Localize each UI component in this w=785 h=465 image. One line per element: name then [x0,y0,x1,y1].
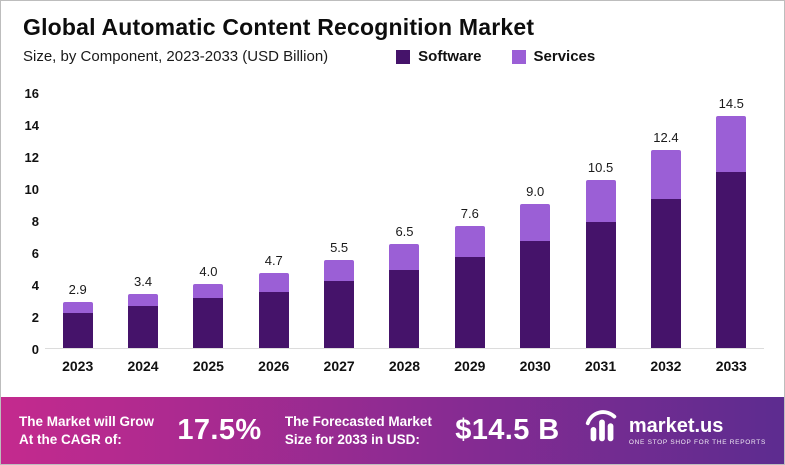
subtitle: Size, by Component, 2023-2033 (USD Billi… [23,48,329,65]
subtitle-row: Size, by Component, 2023-2033 (USD Billi… [23,48,760,65]
bar-total-label-2030: 9.0 [526,184,545,200]
chart-area: 0 2 4 6 8 10 12 14 16 2.9 3.4 4.0 4.7 5.5 6.5 7.6 9.0 10… [1,65,784,397]
page-title: Global Automatic Content Recognition Mar… [23,14,535,40]
x-label-2025: 2025 [192,358,224,374]
legend-label: Software [418,48,482,65]
cagr-label-line1: The Market will Grow [19,413,155,429]
brand-text: market.us ONE STOP SHOP FOR THE REPORTS [629,416,766,446]
legend-item-services: Services [511,48,596,65]
bar-total-label-2032: 12.4 [653,129,679,145]
bar-total-label-2023: 2.9 [68,281,87,297]
y-tick-4: 4 [31,278,39,293]
x-label-2027: 2027 [323,358,355,374]
legend-swatch-services [511,49,526,64]
bar-segment-services-2026 [258,272,289,292]
bars-row: 2.9 3.4 4.0 4.7 5.5 6.5 7.6 9.0 10.5 12.4 14.5 [45,93,764,349]
x-label-2023: 2023 [62,358,94,374]
bar-total-label-2025: 4.0 [199,264,218,280]
bar-segment-services-2029 [454,226,485,257]
bar-total-label-2031: 10.5 [587,160,614,176]
bar-segment-software-2032 [650,199,681,348]
bar-segment-services-2024 [128,293,159,307]
bar-column-2027: 5.5 [306,93,371,348]
bar-column-2025: 4.0 [176,93,241,348]
x-label-2030: 2030 [519,358,551,374]
legend: Software Services [396,48,595,65]
marketus-brand: market.us ONE STOP SHOP FOR THE REPORTS [583,409,766,452]
x-label-2028: 2028 [388,358,421,374]
forecast-label-line1: The Forecasted Market [284,413,432,429]
bar-total-label-2028: 6.5 [395,224,414,240]
y-tick-10: 10 [24,182,39,197]
legend-item-software: Software [396,48,482,65]
header: Global Automatic Content Recognition Mar… [1,1,784,65]
forecast-value: $14.5 B [455,414,560,446]
bar-segment-services-2032 [650,149,681,200]
x-label-2031: 2031 [584,358,617,374]
bar-column-2023: 2.9 [45,93,110,348]
bar-segment-software-2031 [585,221,616,348]
bar-column-2030: 9.0 [503,93,568,348]
bar-segment-software-2030 [520,240,551,348]
bar-segment-software-2024 [128,306,159,348]
bar-column-2024: 3.4 [110,93,175,348]
bar-segment-software-2025 [193,298,224,348]
x-label-2024: 2024 [127,358,159,374]
legend-label: Services [533,48,596,65]
x-labels-row: 2023 2024 2025 2026 2027 2028 2029 2030 2031 2032… [45,358,764,374]
bar-column-2033: 14.5 [699,93,764,348]
y-tick-8: 8 [31,214,39,229]
bar-segment-software-2026 [258,292,289,348]
bar-segment-software-2027 [324,280,355,348]
bar-segment-services-2030 [520,204,551,241]
plot-wrap: 2.9 3.4 4.0 4.7 5.5 6.5 7.6 9.0 10.5 12.4 14.5 202… [45,93,764,397]
forecast-label: The Forecasted Market Size for 2033 in U… [285,413,432,448]
bar-segment-services-2031 [585,180,616,222]
cagr-value: 17.5% [177,414,262,446]
footer-banner: The Market will Grow At the CAGR of: 17.… [1,397,784,464]
brand-name: market.us [628,414,724,437]
y-tick-14: 14 [24,118,39,133]
bar-segment-services-2028 [389,244,420,270]
cagr-label-line2: At the CAGR of: [19,431,122,447]
bar-segment-services-2027 [324,260,355,281]
x-label-2033: 2033 [715,358,747,374]
y-tick-2: 2 [31,310,39,325]
bar-total-label-2033: 14.5 [718,96,744,111]
x-label-2029: 2029 [454,358,486,374]
bar-column-2032: 12.4 [633,93,698,348]
y-tick-0: 0 [31,342,39,357]
y-tick-16: 16 [24,86,39,101]
y-tick-6: 6 [31,246,39,261]
bar-segment-software-2023 [62,312,93,348]
x-label-2032: 2032 [650,358,682,374]
bar-total-label-2027: 5.5 [330,240,349,256]
forecast-label-line2: Size for 2033 in USD: [284,431,420,447]
bar-segment-services-2025 [193,284,224,299]
bar-column-2031: 10.5 [568,93,633,348]
cagr-label: The Market will Grow At the CAGR of: [19,413,154,448]
bar-total-label-2024: 3.4 [134,273,153,289]
bar-column-2029: 7.6 [437,93,502,348]
bar-total-label-2026: 4.7 [264,252,283,268]
marketus-logo-icon [583,409,621,452]
brand-tagline: ONE STOP SHOP FOR THE REPORTS [628,438,766,446]
bar-segment-software-2029 [454,256,485,348]
bar-segment-software-2033 [716,172,747,348]
x-label-2026: 2026 [258,358,290,374]
legend-swatch-software [396,49,411,64]
y-tick-12: 12 [24,150,39,165]
bar-total-label-2029: 7.6 [460,206,479,222]
bar-column-2028: 6.5 [372,93,437,348]
bar-segment-services-2023 [62,301,93,313]
bar-segment-software-2028 [389,269,420,348]
y-axis: 0 2 4 6 8 10 12 14 16 [15,86,45,357]
bar-segment-services-2033 [716,116,747,172]
bar-column-2026: 4.7 [241,93,306,348]
